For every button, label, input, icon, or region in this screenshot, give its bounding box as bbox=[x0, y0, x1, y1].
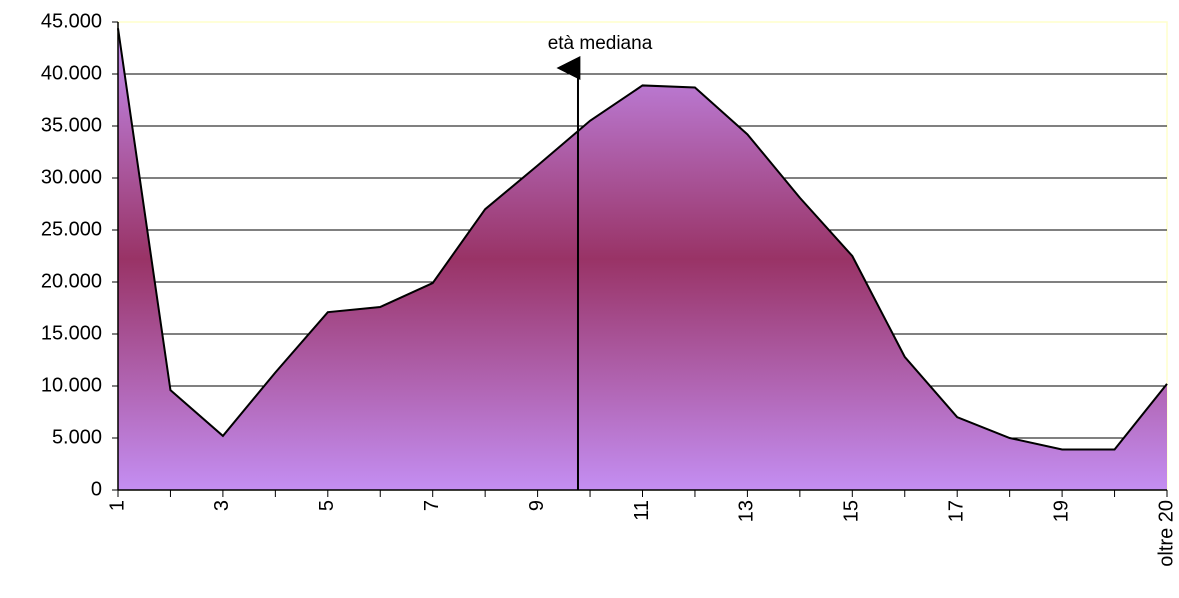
x-tick-label: 1 bbox=[106, 500, 128, 511]
y-tick-label: 40.000 bbox=[41, 62, 102, 84]
y-tick-label: 5.000 bbox=[52, 426, 102, 448]
area-outline bbox=[117, 28, 1168, 451]
x-tick-label: 9 bbox=[526, 500, 548, 511]
y-tick-label: 10.000 bbox=[41, 374, 102, 396]
annotation: età mediana bbox=[548, 33, 653, 54]
y-tick-label: 15.000 bbox=[41, 322, 102, 344]
y-tick-label: 25.000 bbox=[41, 218, 102, 240]
x-tick-label: oltre 20 bbox=[1155, 500, 1177, 567]
y-tick-label: 35.000 bbox=[41, 114, 102, 136]
x-tick-label: 13 bbox=[736, 500, 758, 522]
x-tick-label: 11 bbox=[631, 500, 653, 521]
x-tick-label: 19 bbox=[1050, 500, 1072, 522]
y-tick-label: 0 bbox=[91, 478, 102, 500]
y-tick-label: 45.000 bbox=[41, 10, 102, 32]
x-tick-label: 15 bbox=[841, 500, 863, 522]
x-tick-label: 3 bbox=[211, 500, 233, 511]
y-tick-label: 20.000 bbox=[41, 270, 102, 292]
x-tick-label: 5 bbox=[316, 500, 338, 511]
area bbox=[118, 28, 1167, 491]
x-tick-label: 17 bbox=[945, 500, 967, 522]
x-tick-label: 7 bbox=[421, 500, 443, 511]
y-tick-label: 30.000 bbox=[41, 166, 102, 188]
